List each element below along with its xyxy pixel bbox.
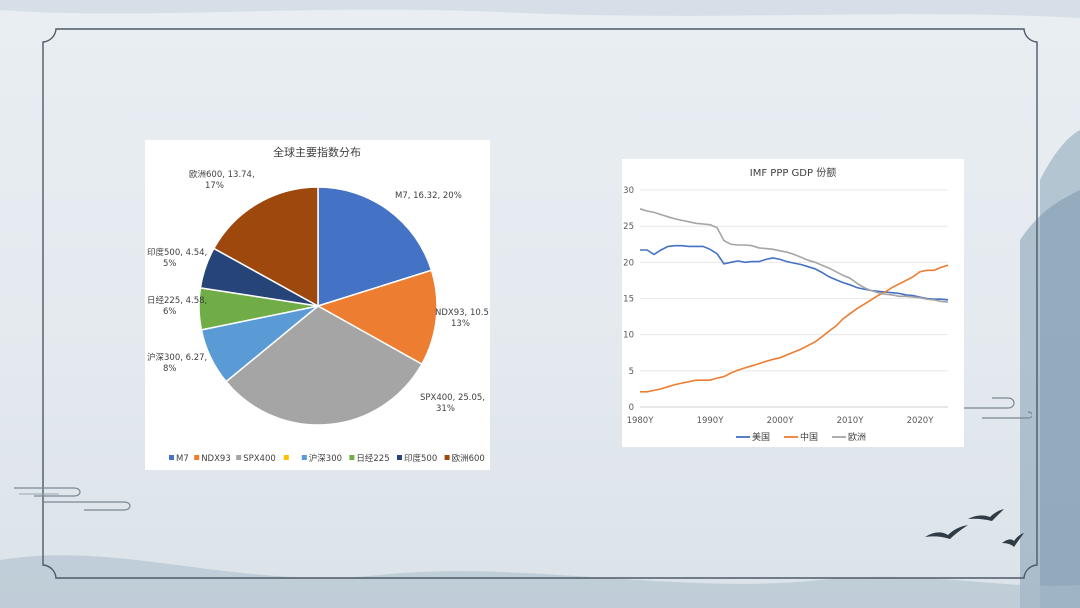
pie-data-label: M7, 16.32, 20%: [395, 191, 462, 201]
pie-legend-swatch: [444, 455, 450, 460]
pie-legend-label: NDX93: [201, 454, 231, 464]
pie-slice-SPX400: [225, 305, 423, 426]
y-tick-label: 0: [629, 403, 634, 413]
y-tick-label: 15: [623, 295, 634, 305]
pie-legend-label: 沪深300: [309, 453, 342, 464]
line-legend-label: 美国: [752, 431, 770, 443]
pie-data-label: 沪深300, 6.27, 8%: [147, 352, 207, 374]
pie-legend-swatch: [194, 455, 200, 460]
x-tick-label: 2020Y: [907, 416, 935, 426]
y-tick-label: 5: [629, 367, 634, 377]
cloud-swirl-right: [962, 397, 1032, 419]
flying-birds: [925, 509, 1024, 547]
pie-slice-NDX93: [316, 269, 438, 366]
line-chart-card: IMF PPP GDP 份额 0 5 10 15 20 25 30 1980Y 1990Y 200…: [622, 159, 964, 447]
pie-legend-swatch: [349, 455, 355, 460]
pie-legend-swatch: [283, 455, 289, 460]
pie-data-label: 欧洲600, 13.74, 17%: [189, 169, 255, 191]
series-line-欧洲: [639, 208, 949, 303]
y-tick-label: 20: [623, 258, 634, 268]
series-line-美国: [640, 244, 949, 301]
line-legend-label: 欧洲: [848, 431, 866, 443]
pie-legend-label: M7: [176, 454, 189, 464]
x-tick-label: 1980Y: [627, 416, 655, 426]
pie-legend-label: 印度500: [404, 453, 437, 464]
pie-data-label: 印度500, 4.54, 5%: [147, 247, 207, 269]
line-chart-title: IMF PPP GDP 份额: [750, 166, 836, 179]
pie-data-label: SPX400, 25.05, 31%: [420, 393, 485, 414]
line-chart: IMF PPP GDP 份额 0 5 10 15 20 25 30 1980Y 1990Y 200…: [623, 166, 949, 443]
y-tick-label: 25: [623, 222, 634, 232]
pie-chart: 全球主要指数分布 M7, 16.32, 20% NDX93, 10.51,13% S…: [147, 145, 497, 464]
pie-data-label: NDX93, 10.51,13%: [435, 308, 490, 329]
pie-slice-M7: [317, 186, 433, 308]
x-tick-label: 1990Y: [697, 416, 725, 426]
pie-legend-label: 日经225: [356, 453, 389, 464]
decorative-frame: [42, 28, 1038, 579]
pie-data-label: 日经225, 4.58, 6%: [147, 295, 207, 317]
x-tick-label: 2000Y: [767, 416, 795, 426]
pie-legend-label: 欧洲600: [452, 453, 485, 464]
line-legend-label: 中国: [800, 431, 818, 443]
pie-legend-label: SPX400: [243, 454, 276, 464]
pie-slice-欧洲600: [212, 186, 319, 308]
pie-legend-swatch: [236, 455, 242, 460]
cloud-swirl-left: [14, 487, 131, 511]
pie-chart-card: 全球主要指数分布 M7, 16.32, 20% NDX93, 10.51,13% S…: [145, 140, 497, 470]
series-line-中国: [640, 264, 949, 393]
pie-legend-swatch: [169, 455, 174, 460]
y-tick-label: 30: [623, 186, 634, 196]
y-tick-label: 10: [623, 331, 634, 341]
x-tick-label: 2010Y: [837, 416, 865, 426]
pie-legend-swatch: [397, 455, 402, 460]
pie-chart-title: 全球主要指数分布: [273, 145, 361, 159]
pie-legend-swatch: [301, 455, 307, 460]
